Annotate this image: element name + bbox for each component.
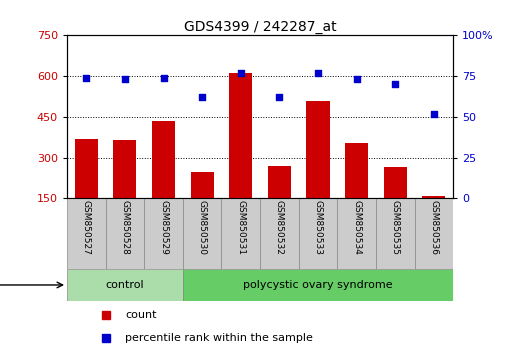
Point [159, 75, 167, 81]
Text: GSM850536: GSM850536 [430, 200, 438, 255]
Bar [260, 198, 299, 269]
Title: GDS4399 / 242287_at: GDS4399 / 242287_at [184, 21, 336, 34]
Point [352, 76, 360, 82]
Bar [422, 196, 445, 198]
Text: polycystic ovary syndrome: polycystic ovary syndrome [243, 280, 393, 290]
Bar [144, 198, 183, 269]
Text: percentile rank within the sample: percentile rank within the sample [125, 333, 313, 343]
Text: disease state: disease state [0, 280, 63, 290]
Bar [337, 198, 376, 269]
Bar [299, 198, 337, 269]
Bar [384, 167, 407, 198]
Bar [415, 198, 453, 269]
Bar [268, 166, 291, 198]
Text: GSM850532: GSM850532 [275, 200, 284, 255]
Point [236, 70, 245, 76]
Text: GSM850534: GSM850534 [352, 200, 361, 255]
Bar [221, 198, 260, 269]
Bar [345, 143, 368, 198]
Bar [191, 172, 214, 198]
Text: GSM850529: GSM850529 [159, 200, 168, 255]
Point [314, 70, 322, 76]
Bar [183, 269, 453, 301]
Bar [67, 269, 183, 301]
Point [82, 75, 91, 81]
Text: GSM850531: GSM850531 [236, 200, 245, 255]
Text: GSM850530: GSM850530 [198, 200, 207, 255]
Bar [306, 101, 330, 198]
Text: GSM850533: GSM850533 [314, 200, 322, 255]
Text: control: control [106, 280, 144, 290]
Bar [183, 198, 221, 269]
Bar [229, 73, 252, 198]
Text: GSM850528: GSM850528 [121, 200, 129, 255]
Bar [75, 138, 98, 198]
Bar [152, 121, 175, 198]
Point [391, 81, 400, 87]
Bar [67, 198, 106, 269]
Text: GSM850535: GSM850535 [391, 200, 400, 255]
Bar [113, 140, 136, 198]
Point [121, 76, 129, 82]
Point [275, 95, 283, 100]
Bar [106, 198, 144, 269]
Point [198, 95, 206, 100]
Text: GSM850527: GSM850527 [82, 200, 91, 255]
Point [430, 111, 438, 116]
Text: count: count [125, 309, 157, 320]
Bar [376, 198, 415, 269]
